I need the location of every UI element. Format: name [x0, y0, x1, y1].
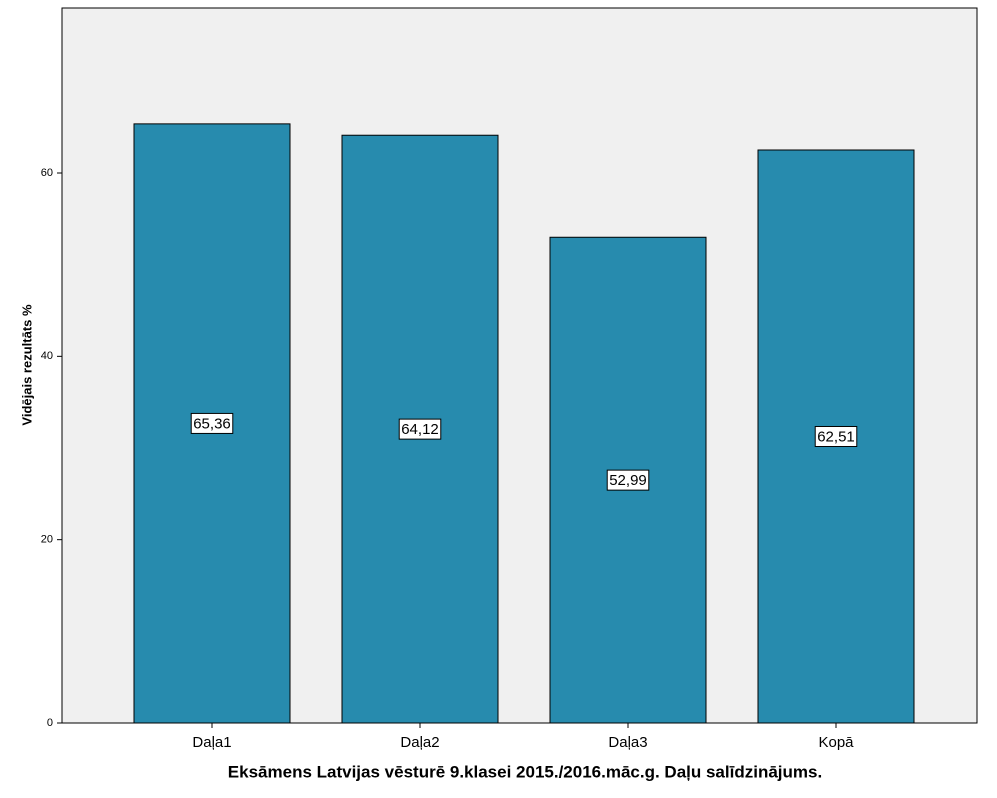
y-tick-label: 20 — [41, 534, 53, 546]
value-label: 52,99 — [609, 472, 647, 489]
y-tick-label: 60 — [41, 167, 53, 179]
chart-title: Eksāmens Latvijas vēsturē 9.klasei 2015.… — [228, 762, 822, 781]
x-tick-label: Daļa1 — [192, 734, 231, 751]
value-label: 65,36 — [193, 415, 231, 432]
x-tick-label: Daļa3 — [608, 734, 647, 751]
y-axis-label: Vidējais rezultāts % — [19, 304, 34, 426]
value-label-box — [606, 469, 650, 491]
value-label-box — [814, 425, 858, 447]
x-tick-label: Kopā — [818, 734, 854, 751]
value-label: 64,12 — [401, 421, 439, 438]
value-label-box — [398, 418, 442, 440]
y-tick-label: 0 — [47, 717, 53, 729]
value-label-box — [190, 412, 234, 434]
x-tick-label: Daļa2 — [400, 734, 439, 751]
y-tick-label: 40 — [41, 350, 53, 362]
value-label: 62,51 — [817, 428, 855, 445]
